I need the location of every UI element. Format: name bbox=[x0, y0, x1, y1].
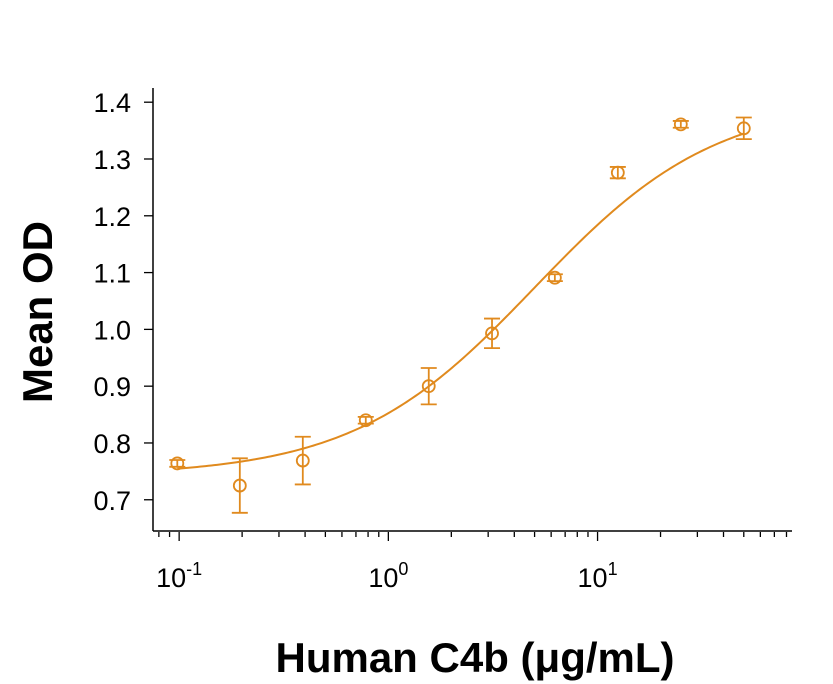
data-point bbox=[610, 165, 625, 180]
y-tick-label: 0.8 bbox=[93, 429, 131, 459]
fit-curve bbox=[177, 132, 745, 470]
error-bar bbox=[420, 367, 437, 406]
y-axis-title: Mean OD bbox=[14, 221, 61, 403]
x-tick-label: 10-1 bbox=[156, 559, 202, 593]
data-point bbox=[547, 270, 562, 285]
x-tick-labels: 10-1 100 101 bbox=[156, 559, 617, 593]
x-axis-title: Human C4b (μg/mL) bbox=[275, 634, 674, 681]
data-point bbox=[358, 413, 373, 428]
x-tick-label: 100 bbox=[368, 559, 408, 593]
data-point bbox=[295, 453, 310, 468]
data-point bbox=[485, 326, 499, 341]
x-tick-label-exponent: -1 bbox=[186, 559, 202, 579]
plot-area bbox=[169, 116, 752, 514]
y-tick-label: 1.3 bbox=[93, 145, 131, 175]
y-ticks bbox=[144, 101, 153, 501]
x-tick-label: 101 bbox=[578, 559, 618, 593]
data-point bbox=[232, 478, 247, 493]
error-bar bbox=[735, 116, 752, 141]
error-bar bbox=[484, 317, 501, 350]
y-tick-label: 1.2 bbox=[93, 202, 131, 232]
x-axis: 10-1 100 101 bbox=[153, 530, 792, 593]
y-axis: 0.7 0.8 0.9 1.0 1.1 1.2 1.3 1.4 bbox=[93, 88, 154, 531]
y-tick-label: 1.4 bbox=[93, 88, 131, 118]
y-tick-label: 1.1 bbox=[93, 259, 131, 289]
x-tick-label-exponent: 1 bbox=[608, 559, 618, 579]
error-bars bbox=[169, 116, 752, 514]
error-bar bbox=[231, 457, 248, 514]
x-tick-label-base: 10 bbox=[578, 563, 608, 593]
error-bar bbox=[294, 435, 311, 486]
x-ticks bbox=[158, 532, 788, 541]
data-point bbox=[736, 121, 751, 136]
data-point bbox=[421, 379, 436, 394]
x-tick-label-exponent: 0 bbox=[398, 559, 408, 579]
y-tick-label: 0.9 bbox=[93, 372, 131, 402]
y-tick-label: 1.0 bbox=[93, 315, 131, 345]
y-tick-labels: 0.7 0.8 0.9 1.0 1.1 1.2 1.3 1.4 bbox=[93, 88, 131, 516]
data-point bbox=[170, 456, 185, 471]
data-point bbox=[673, 117, 688, 132]
x-tick-label-base: 10 bbox=[156, 563, 186, 593]
y-tick-label: 0.7 bbox=[93, 486, 131, 516]
x-tick-label-base: 10 bbox=[368, 563, 398, 593]
data-points bbox=[170, 117, 751, 493]
